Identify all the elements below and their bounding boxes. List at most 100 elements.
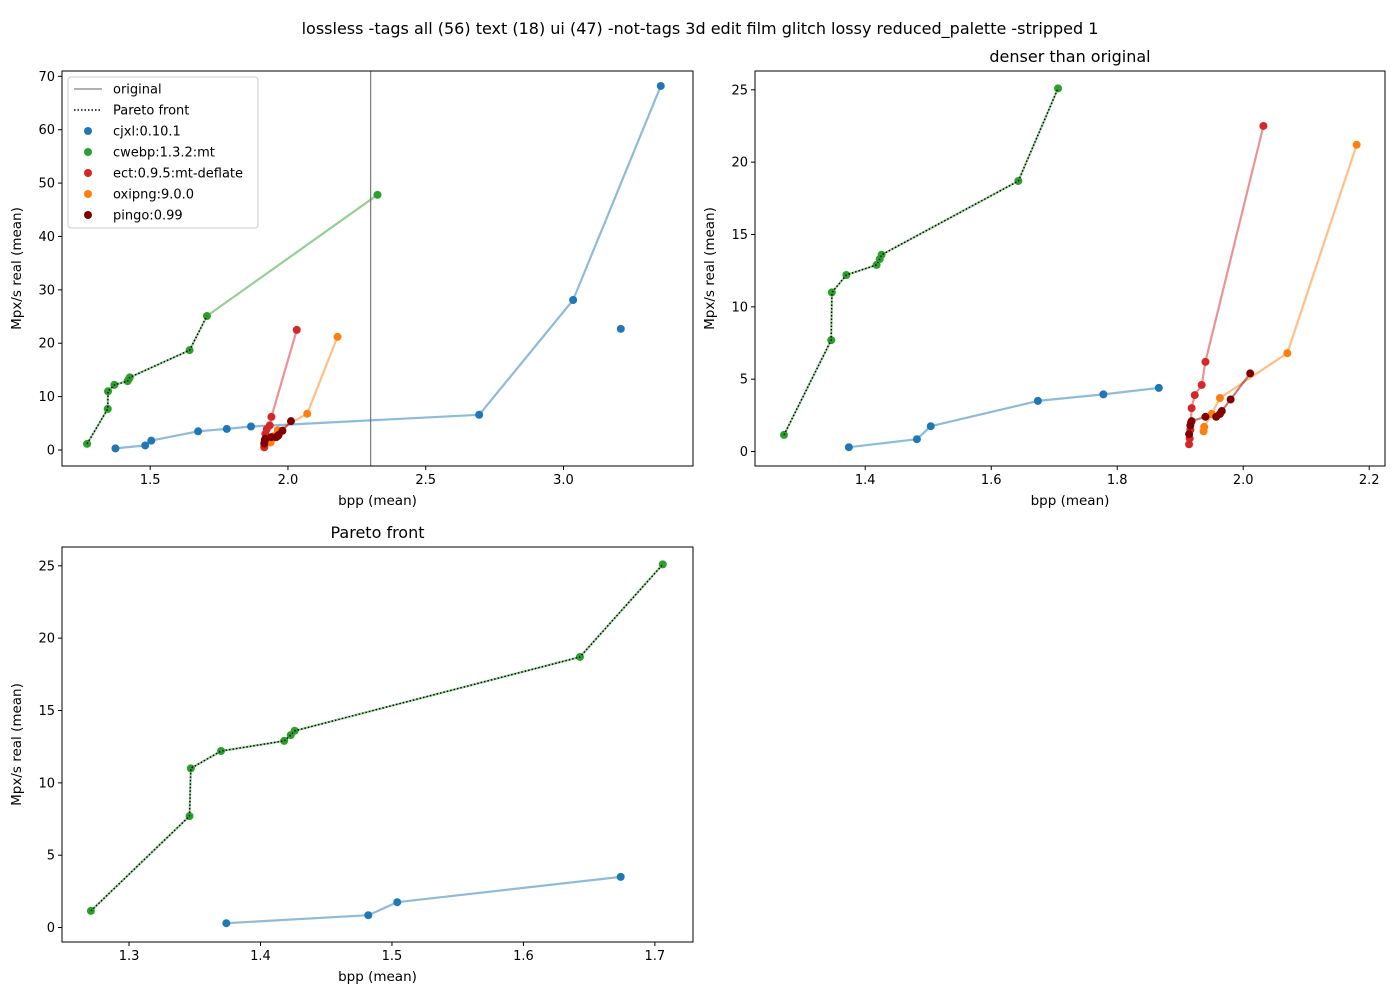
y-axis-label: Mpx/s real (mean) xyxy=(702,207,718,330)
y-tick-label: 40 xyxy=(38,230,55,245)
chart-title: Pareto front xyxy=(330,523,424,542)
legend-label-cwebp: cwebp:1.3.2:mt xyxy=(113,146,215,161)
y-tick-label: 10 xyxy=(731,300,748,315)
point-oxipng-3 xyxy=(1215,393,1224,402)
point-cjxl-0 xyxy=(111,444,120,453)
point-ect-7 xyxy=(267,412,276,421)
x-tick-label: 1.4 xyxy=(250,949,271,964)
point-cjxl-0 xyxy=(222,919,231,928)
point-cjxl-2 xyxy=(147,436,156,445)
y-axis-label: Mpx/s real (mean) xyxy=(9,207,25,330)
legend-marker-cwebp xyxy=(84,148,92,156)
axes-frame xyxy=(754,70,1386,467)
point-ect-5 xyxy=(1190,391,1199,400)
point-pingo-2 xyxy=(261,434,270,443)
point-cwebp-6 xyxy=(877,250,886,259)
x-tick-label: 1.6 xyxy=(513,949,534,964)
legend-marker-cjxl xyxy=(84,127,92,135)
y-tick-label: 0 xyxy=(47,921,55,936)
chart-panel-3: 1.3 1.4 1.5 1.6 1.7 0 5 10 15 20 25 bpp (mean) Mpx/s… xyxy=(9,523,694,985)
y-tick-label: 30 xyxy=(38,283,55,298)
point-ect-8 xyxy=(1259,121,1268,130)
point-cjxl-4 xyxy=(222,424,231,433)
x-tick-label: 2.0 xyxy=(1233,473,1254,488)
point-cwebp-2 xyxy=(827,288,836,297)
x-tick-label: 1.6 xyxy=(981,473,1002,488)
y-tick-label: 20 xyxy=(38,632,55,647)
axes-frame xyxy=(61,546,694,943)
y-tick-label: 25 xyxy=(38,559,55,574)
point-cjxl-8 xyxy=(656,81,665,90)
y-tick-label: 60 xyxy=(38,123,55,138)
point-cwebp-2 xyxy=(186,764,195,773)
x-tick-label: 2.2 xyxy=(1359,473,1380,488)
point-cjxl-7 xyxy=(569,295,578,304)
point-cjxl-6 xyxy=(475,410,484,419)
point-cjxl-0 xyxy=(844,443,853,452)
point-ect-8 xyxy=(292,325,301,334)
point-pingo-2 xyxy=(1187,417,1196,426)
point-pingo-8 xyxy=(1246,369,1255,378)
point-cjxl-2 xyxy=(926,422,935,431)
pareto-front-line xyxy=(783,88,1059,436)
chart-panel-1: 1.5 2.0 2.5 3.0 0 10 20 30 40 50 60 70 bpp (mean) Mpx… xyxy=(9,70,694,509)
y-tick-label: 25 xyxy=(731,83,748,98)
point-cjxl-4 xyxy=(1099,390,1108,399)
point-cjxl-2 xyxy=(393,898,402,907)
legend-label-oxipng: oxipng:9.0.0 xyxy=(113,188,194,203)
point-pingo-0 xyxy=(1185,430,1194,439)
y-tick-label: 50 xyxy=(38,177,55,192)
data-layer xyxy=(83,71,665,466)
data-layer xyxy=(86,560,667,928)
point-cwebp-8 xyxy=(202,312,211,321)
x-axis-label: bpp (mean) xyxy=(338,493,417,509)
point-ect-4 xyxy=(1187,404,1196,413)
point-cwebp-4 xyxy=(280,736,289,745)
point-oxipng-4 xyxy=(1283,349,1292,358)
x-axis-label: bpp (mean) xyxy=(338,969,417,985)
legend-marker-ect xyxy=(84,169,92,177)
pareto-front-line xyxy=(86,315,208,445)
legend-label-pingo: pingo:0.99 xyxy=(113,209,183,224)
point-cjxl-5 xyxy=(1154,383,1163,392)
point-ect-0 xyxy=(1185,440,1194,449)
point-cjxl-9 xyxy=(616,324,625,333)
chart-panel-2: 1.4 1.6 1.8 2.0 2.2 0 5 10 15 20 25 bpp (mean) Mpx/s… xyxy=(702,47,1386,509)
x-tick-label: 1.5 xyxy=(140,473,161,488)
point-pingo-7 xyxy=(278,426,287,435)
point-ect-7 xyxy=(1201,357,1210,366)
x-axis-label: bpp (mean) xyxy=(1031,493,1110,509)
x-tick-label: 1.7 xyxy=(645,949,666,964)
point-oxipng-5 xyxy=(1352,140,1361,149)
legend-box xyxy=(67,76,259,229)
y-tick-label: 20 xyxy=(731,156,748,171)
point-pingo-8 xyxy=(286,417,295,426)
point-ect-6 xyxy=(1197,380,1206,389)
point-cjxl-5 xyxy=(247,422,256,431)
point-cjxl-1 xyxy=(364,911,373,920)
y-tick-label: 20 xyxy=(38,337,55,352)
y-tick-label: 0 xyxy=(740,445,748,460)
chart-title: denser than original xyxy=(989,47,1150,66)
x-tick-label: 2.5 xyxy=(415,473,436,488)
x-tick-label: 1.3 xyxy=(119,949,140,964)
legend-label-pareto: Pareto front xyxy=(113,104,189,119)
series-line-cjxl xyxy=(848,386,1159,449)
point-cwebp-0 xyxy=(83,439,92,448)
figure-suptitle: lossless -tags all (56) text (18) ui (47… xyxy=(302,19,1099,39)
point-cjxl-3 xyxy=(194,427,203,436)
point-cwebp-8 xyxy=(658,560,667,569)
x-tick-label: 1.4 xyxy=(855,473,876,488)
point-cjxl-3 xyxy=(616,872,625,881)
x-tick-label: 1.8 xyxy=(1107,473,1128,488)
y-tick-label: 70 xyxy=(38,70,55,85)
point-ect-6 xyxy=(265,421,274,430)
point-cjxl-1 xyxy=(141,441,150,450)
legend-marker-pingo xyxy=(84,211,92,219)
legend-label-original: original xyxy=(113,83,162,98)
point-cwebp-9 xyxy=(373,190,382,199)
y-tick-label: 15 xyxy=(731,228,748,243)
point-pingo-3 xyxy=(1201,412,1210,421)
